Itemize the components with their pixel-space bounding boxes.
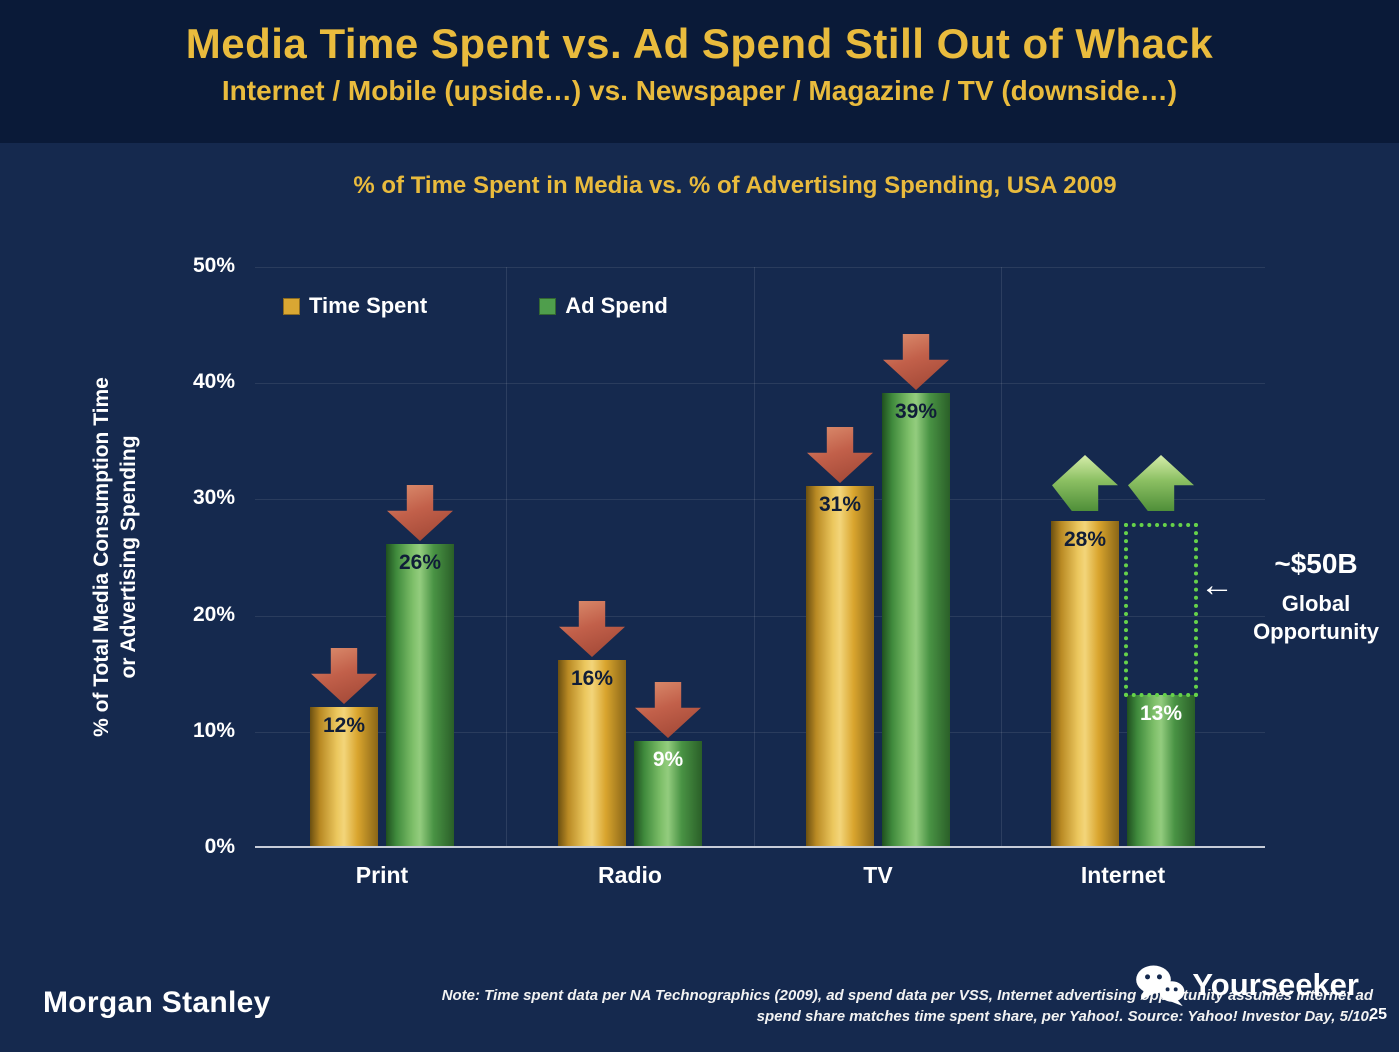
up-arrow-icon — [1128, 455, 1194, 511]
wechat-icon — [1134, 963, 1186, 1007]
category-separator — [1001, 267, 1002, 846]
down-arrow-icon — [559, 601, 625, 657]
category-separator — [754, 267, 755, 846]
plot-area: 0% 10% 20% 30% 40% 50% 12% 26% Print 16% 9% Radio 31… — [193, 254, 1265, 888]
watermark: Yourseeker — [1134, 963, 1359, 1007]
bar-radio-ad-spend: 9% — [634, 741, 702, 846]
bar-radio-time-spent: 16% — [558, 660, 626, 846]
legend-item-ad-spend: Ad Spend — [539, 293, 668, 319]
y-tick-label: 40% — [192, 370, 235, 393]
bar-value-label: 16% — [570, 667, 614, 690]
legend-label-ad-spend: Ad Spend — [565, 293, 668, 318]
y-tick-label: 20% — [192, 603, 235, 626]
gridline — [255, 499, 1265, 500]
bar-value-label: 13% — [1139, 702, 1183, 725]
page-number: 25 — [1369, 1006, 1387, 1023]
bar-value-label: 28% — [1063, 528, 1107, 551]
bar-tv-ad-spend: 39% — [882, 393, 950, 846]
bar-value-label: 31% — [818, 493, 862, 516]
slide-subtitle: Internet / Mobile (upside…) vs. Newspape… — [221, 75, 1178, 106]
category-label-radio: Radio — [598, 862, 662, 888]
source-note: Note: Time spent data per NA Technograph… — [303, 985, 1373, 1027]
y-axis-title-line2: or Advertising Spending — [117, 435, 140, 679]
bar-value-label: 12% — [322, 714, 366, 737]
bar-internet-time-spent: 28% — [1051, 521, 1119, 846]
y-tick-label: 10% — [192, 719, 235, 742]
up-arrow-icon — [1052, 455, 1118, 511]
bar-value-label: 9% — [652, 748, 684, 771]
category-separator — [506, 267, 507, 846]
down-arrow-icon — [311, 648, 377, 704]
opportunity-label-line1: Global — [1281, 591, 1351, 616]
legend-label-time-spent: Time Spent — [309, 293, 428, 318]
down-arrow-icon — [635, 682, 701, 738]
y-tick-label: 50% — [192, 254, 235, 277]
slide-header: Media Time Spent vs. Ad Spend Still Out … — [0, 0, 1399, 143]
chart-title: % of Time Spent in Media vs. % of Advert… — [353, 172, 1117, 199]
bar-print-ad-spend: 26% — [386, 544, 454, 846]
opportunity-value: ~$50B — [1274, 548, 1358, 579]
time-spent-swatch — [283, 297, 300, 315]
bar-tv-time-spent: 31% — [806, 486, 874, 846]
bar-value-label: 39% — [894, 400, 938, 423]
y-axis-title: % of Total Media Consumption Time or Adv… — [88, 307, 142, 807]
legend-item-time-spent: Time Spent — [283, 293, 427, 319]
down-arrow-icon — [387, 485, 453, 541]
watermark-text: Yourseeker — [1192, 967, 1359, 1002]
category-label-tv: TV — [863, 862, 893, 888]
source-note-line1: Note: Time spent data per NA Technograph… — [441, 987, 1373, 1004]
chart-legend: Time Spent Ad Spend — [283, 293, 668, 319]
ad-spend-swatch — [539, 297, 557, 315]
brand-logo: Morgan Stanley — [43, 986, 271, 1019]
down-arrow-icon — [807, 427, 873, 483]
down-arrow-icon — [883, 334, 949, 390]
gridline — [255, 732, 1265, 733]
y-axis-title-line1: % of Total Media Consumption Time — [90, 377, 113, 737]
opportunity-annotation: ~$50B Global Opportunity — [1240, 548, 1392, 646]
left-arrow-icon: ← — [1200, 566, 1234, 604]
source-note-line2: spend share matches time spent share, pe… — [756, 1008, 1373, 1025]
category-label-print: Print — [355, 862, 409, 888]
gridline — [255, 383, 1265, 384]
bar-print-time-spent: 12% — [310, 707, 378, 846]
bar-internet-ad-spend: 13% — [1127, 695, 1195, 846]
bar-value-label: 26% — [398, 551, 442, 574]
slide-title: Media Time Spent vs. Ad Spend Still Out … — [185, 20, 1214, 67]
y-tick-label: 0% — [204, 835, 235, 858]
category-label-internet: Internet — [1080, 862, 1166, 888]
gridline — [255, 267, 1265, 268]
gridline — [255, 616, 1265, 617]
y-tick-label: 30% — [192, 486, 235, 509]
opportunity-label-line2: Opportunity — [1253, 619, 1379, 644]
opportunity-gap-box — [1124, 523, 1198, 697]
